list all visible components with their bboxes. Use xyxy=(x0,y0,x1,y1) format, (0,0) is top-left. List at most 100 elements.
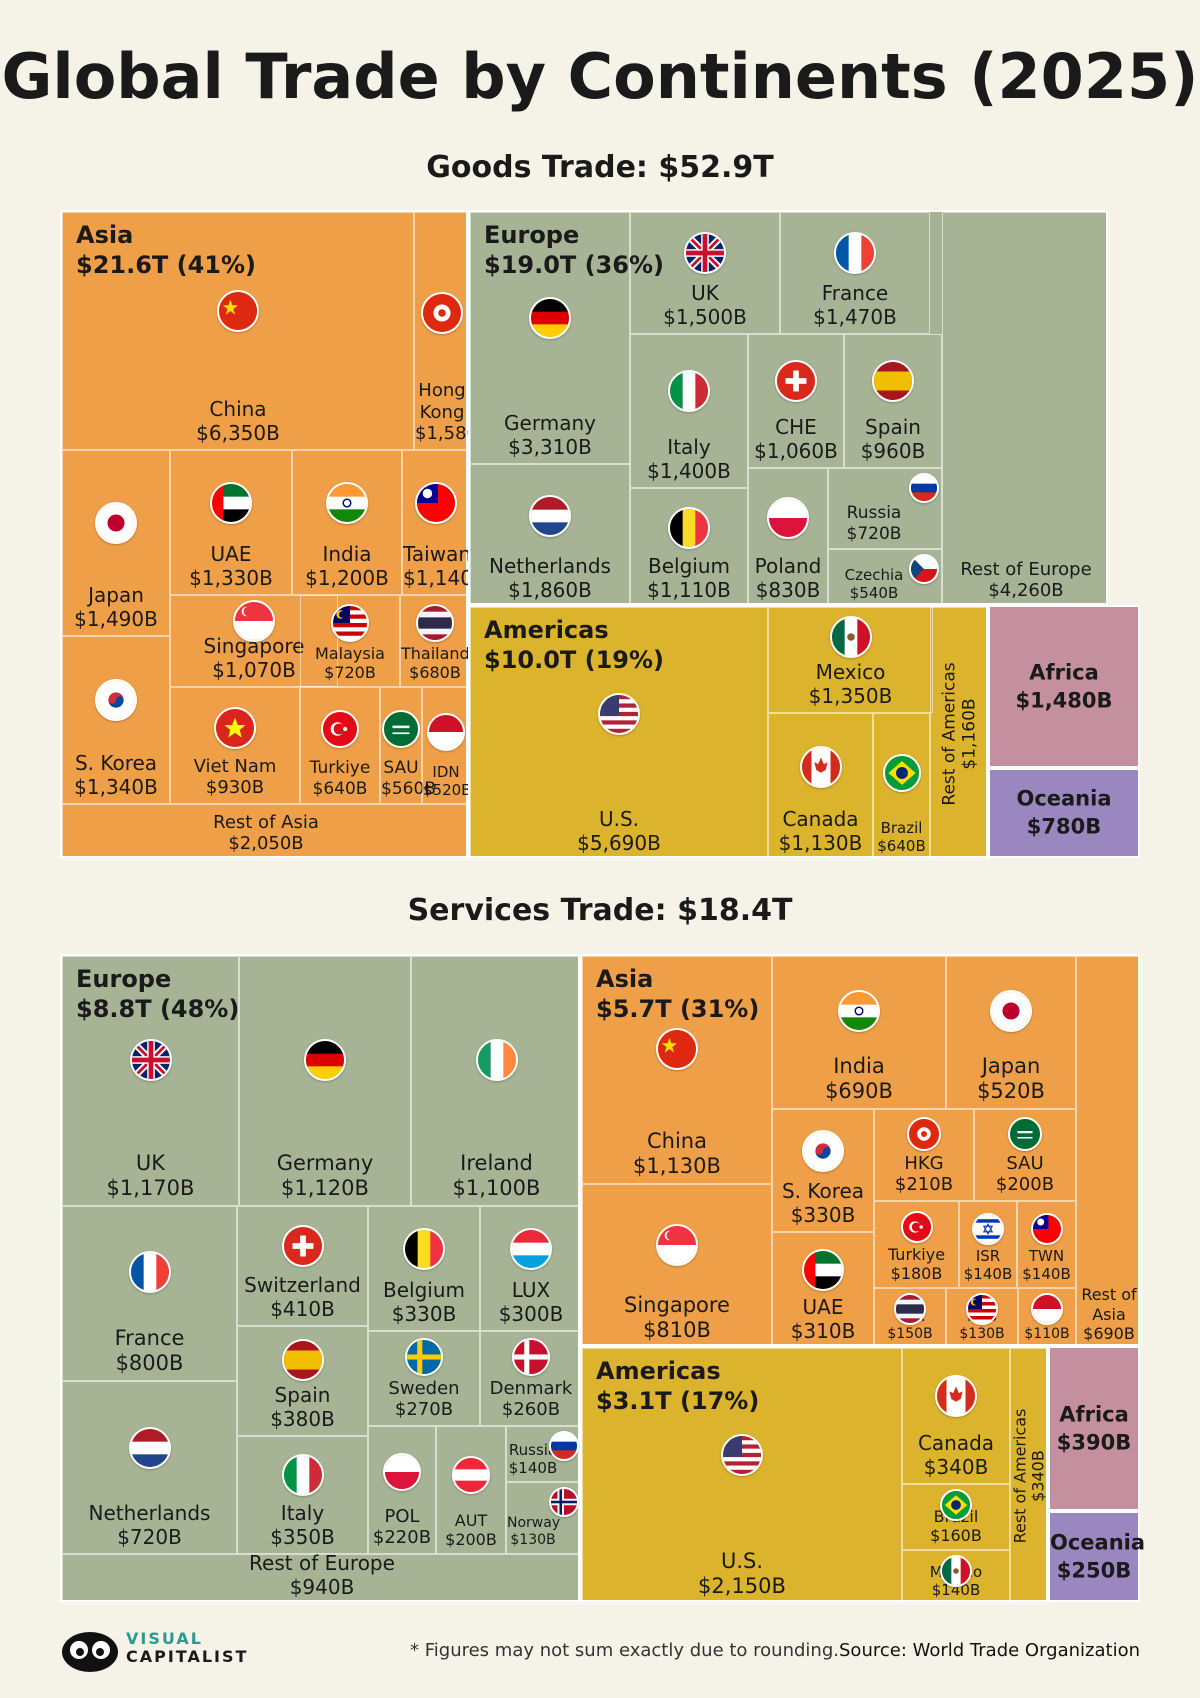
region-total: $19.0T (36%) xyxy=(484,251,665,279)
services-tile-uae: UAE $310B xyxy=(772,1232,874,1348)
goods-tile-uk: UK $1,500B xyxy=(630,212,780,334)
flag-israel-icon xyxy=(972,1213,1004,1245)
tile-value: $4,260B xyxy=(988,580,1064,602)
tile-value: $340B xyxy=(923,1455,989,1479)
tile-label: S. Korea $330B xyxy=(773,1179,873,1227)
flag-switzerland-icon xyxy=(775,360,817,402)
flag-saudi-arabia-icon xyxy=(1008,1116,1042,1151)
goods-region-label-americas: Americas $10.0T (19%) xyxy=(484,615,664,675)
tile-value: $140B xyxy=(508,1459,558,1477)
flag-singapore-icon xyxy=(233,600,275,642)
services-region-label-asia: Asia $5.7T (31%) xyxy=(596,964,759,1024)
services-tile-rest-of-asia: Rest of Asia $690B xyxy=(1076,956,1142,1348)
tile-name: Sweden xyxy=(388,1377,460,1399)
goods-tile-turkiye: Turkiye $640B xyxy=(300,687,380,804)
tile-name: Canada xyxy=(782,807,859,831)
flag-norway-icon xyxy=(549,1487,579,1517)
goods-treemap: China $6,350B Hong Kong $1,580B Japan $1,490B… xyxy=(60,210,1140,860)
tile-value: $690B xyxy=(825,1078,893,1103)
tile-name: S. Korea xyxy=(781,1179,865,1203)
tile-value: $1,100B xyxy=(452,1175,541,1200)
tile-value: $110B xyxy=(1024,1326,1070,1343)
flag-saudi-arabia-icon xyxy=(382,710,420,749)
tile-label: Switzerland $410B xyxy=(238,1273,367,1321)
services-region-label-americas: Americas $3.1T (17%) xyxy=(596,1356,759,1416)
tile-label: LUX $300B xyxy=(481,1278,581,1326)
tile-value: $350B xyxy=(270,1525,335,1549)
services-tile-germany: Germany $1,120B xyxy=(239,956,411,1206)
services-tile-rest-of-americas: Rest of Americas $340B xyxy=(1010,1348,1050,1604)
tile-name: Russia xyxy=(846,503,902,524)
tile-value: $1,170B xyxy=(106,1175,195,1200)
flag-belgium-icon xyxy=(668,506,710,549)
tile-label: Poland $830B xyxy=(749,554,827,602)
services-tile-turkiye: Turkiye $180B xyxy=(874,1201,959,1288)
services-tile-italy: Italy $350B xyxy=(237,1436,368,1554)
goods-region-africa: Africa $1,480B xyxy=(988,605,1140,768)
source-note: Source: World Trade Organization xyxy=(839,1640,1140,1661)
region-name: Europe xyxy=(76,965,172,993)
services-tile-china: China $1,130B xyxy=(582,956,772,1184)
flag-spain-icon xyxy=(281,1339,324,1381)
tile-value: $1,350B xyxy=(808,684,893,708)
tile-label: U.S. $5,690B xyxy=(471,807,767,855)
goods-tile-germany: Germany $3,310B xyxy=(470,212,630,464)
flag-japan-icon xyxy=(990,990,1032,1033)
tile-value: $5,690B xyxy=(577,831,661,855)
tile-label: AUT $200B xyxy=(437,1511,505,1549)
goods-tile-thailand: Thailand $680B xyxy=(400,595,470,687)
flag-uae-icon xyxy=(210,481,252,524)
tile-name: ISR xyxy=(975,1247,1001,1265)
tile-name: Germany xyxy=(276,1150,374,1175)
goods-tile-japan: Japan $1,490B xyxy=(62,450,170,636)
services-tile-mexico: Mexico$140B xyxy=(902,1550,1010,1604)
tile-value: $720B xyxy=(846,523,902,544)
tile-value: $380B xyxy=(270,1407,335,1431)
tile-value: $1,490B xyxy=(74,607,158,631)
services-tile-u-s: U.S. $2,150B xyxy=(582,1348,902,1604)
services-tile-norway: Norway $130B xyxy=(506,1482,582,1554)
tile-name: Turkiye xyxy=(309,758,371,779)
flag-turkiye-icon xyxy=(321,710,359,749)
services-region-americas: U.S.$2,150BCanada$340BBrazil$160BMexico$… xyxy=(580,1346,1050,1604)
goods-tile-india: India $1,200B xyxy=(292,450,402,595)
goods-region-label-asia: Asia $21.6T (41%) xyxy=(76,220,256,280)
tile-value: $1,060B xyxy=(754,439,838,463)
services-region-label-africa: Africa $390B xyxy=(1050,1400,1138,1457)
goods-region-asia: China $6,350B Hong Kong $1,580B Japan $1,490B… xyxy=(60,210,491,860)
flag-mexico-icon xyxy=(829,616,872,658)
services-tile-twn: TWN $140B xyxy=(1017,1201,1076,1288)
services-tile-brazil: Brazil$160B xyxy=(902,1484,1010,1550)
tile-value: $940B xyxy=(289,1575,355,1599)
tile-name: Rest of Asia xyxy=(213,811,319,833)
tile-label: Germany $3,310B xyxy=(471,411,629,459)
tile-value: $1,860B xyxy=(508,578,592,602)
services-tile-spain: Spain $380B xyxy=(237,1326,368,1436)
tile-label: Netherlands $720B xyxy=(63,1501,236,1549)
tile-value: $310B xyxy=(790,1319,856,1343)
goods-tile-malaysia: Malaysia $720B xyxy=(300,595,400,687)
flag-france-icon xyxy=(128,1251,171,1294)
tile-name: Ireland xyxy=(460,1150,533,1175)
tile-name: Denmark xyxy=(489,1377,573,1399)
flag-malaysia-icon xyxy=(331,603,369,642)
flag-japan-icon xyxy=(95,502,137,544)
tile-label: Rest of Asia $2,050B xyxy=(63,812,469,855)
tile-value: $560B xyxy=(381,778,436,799)
tile-value: $200B xyxy=(445,1529,497,1549)
flag-brazil-icon xyxy=(882,753,921,792)
tile-value: $800B xyxy=(115,1350,184,1375)
tile-value: $1,130B xyxy=(633,1153,721,1178)
flag-india-icon xyxy=(326,481,368,524)
region-name: Asia xyxy=(596,965,654,993)
services-tile-isr: ISR $140B xyxy=(959,1201,1017,1288)
services-tile-lux: LUX $300B xyxy=(480,1206,582,1331)
region-total: $250B xyxy=(1056,1558,1132,1583)
tile-name: Singapore xyxy=(624,1292,730,1317)
tile-label: Italy $350B xyxy=(238,1501,367,1549)
flag-china-icon xyxy=(217,290,259,332)
visual-capitalist-logo: VISUAL CAPITALIST xyxy=(60,1628,260,1674)
tile-label: Ireland $1,100B xyxy=(412,1151,581,1201)
tile-value: $640B xyxy=(877,837,926,855)
tile-value: $1,580B xyxy=(415,423,491,445)
